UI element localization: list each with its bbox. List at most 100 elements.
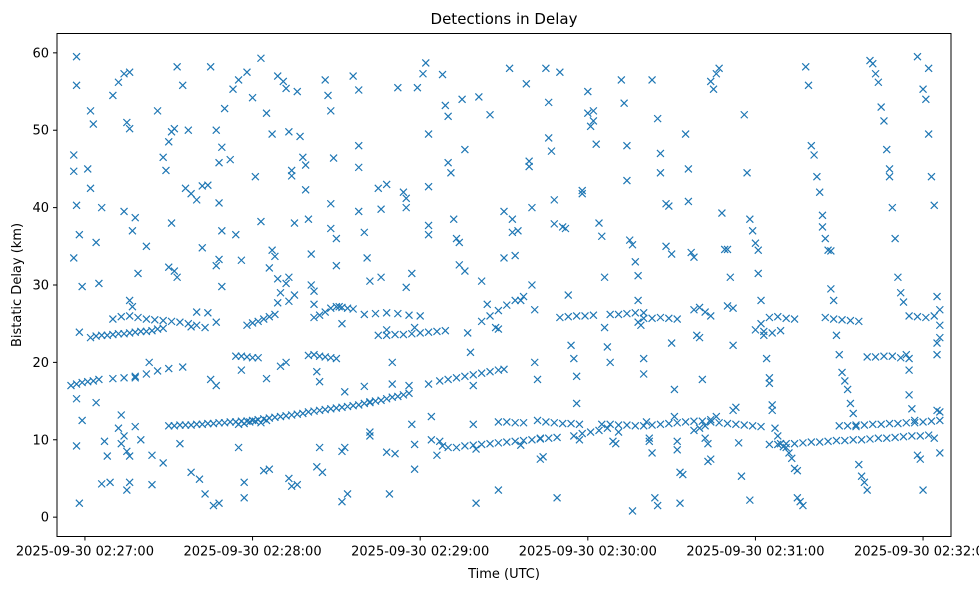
data-point (427, 435, 436, 444)
data-point (349, 72, 358, 80)
data-point (89, 120, 98, 128)
data-point (874, 434, 883, 443)
data-point (930, 312, 939, 320)
data-point (433, 451, 441, 460)
data-point (75, 499, 84, 508)
data-point (818, 211, 827, 220)
data-point (178, 81, 187, 90)
data-point (614, 421, 623, 429)
data-point (639, 370, 648, 378)
data-point (435, 377, 444, 385)
data-point (698, 375, 707, 384)
data-point (743, 168, 751, 177)
data-point (729, 304, 738, 313)
data-point (799, 438, 807, 447)
data-point (276, 288, 285, 297)
data-point (768, 329, 777, 337)
data-point (276, 362, 285, 371)
data-point (768, 406, 777, 415)
data-point (500, 365, 508, 374)
data-point (142, 242, 151, 251)
data-point (645, 434, 654, 443)
data-point (251, 417, 260, 426)
data-point (405, 381, 413, 390)
data-point (933, 292, 941, 301)
data-point (243, 321, 251, 330)
data-point (589, 117, 598, 125)
data-point (203, 308, 212, 317)
data-point (916, 455, 925, 464)
data-point (382, 180, 391, 189)
data-point (857, 472, 866, 481)
data-point (860, 478, 869, 487)
data-point (558, 419, 567, 428)
data-point (625, 236, 634, 245)
data-point (173, 273, 182, 282)
data-point (97, 331, 106, 340)
data-point (812, 172, 821, 181)
data-point (114, 329, 123, 338)
data-point (192, 195, 201, 204)
data-point (296, 132, 304, 141)
data-point (595, 426, 603, 435)
data-point (486, 312, 494, 320)
data-point (539, 452, 548, 461)
data-point (759, 331, 768, 340)
data-point (930, 434, 939, 443)
data-point (846, 316, 855, 325)
data-point (614, 428, 623, 436)
data-point (413, 83, 422, 92)
data-point (835, 421, 844, 430)
data-point (899, 298, 908, 306)
data-point (164, 137, 173, 146)
data-point (340, 387, 349, 396)
data-point (433, 327, 441, 336)
data-point (159, 153, 168, 162)
data-point (550, 195, 559, 204)
data-point (310, 313, 318, 322)
data-point (212, 126, 221, 135)
data-point (284, 297, 293, 306)
data-point (715, 418, 724, 427)
data-point (265, 264, 274, 272)
data-point (567, 419, 575, 428)
data-point (690, 305, 698, 314)
data-point (287, 482, 296, 491)
data-point (907, 404, 916, 413)
data-point (293, 87, 302, 96)
data-point (673, 445, 682, 454)
data-point (765, 313, 774, 322)
data-point (371, 309, 380, 318)
data-point (321, 76, 330, 84)
data-point (173, 62, 182, 71)
data-point (857, 435, 866, 444)
data-point (159, 324, 168, 333)
data-point (125, 68, 134, 77)
data-point (502, 418, 511, 426)
data-point (360, 310, 369, 319)
data-point (737, 472, 746, 481)
data-point (407, 269, 416, 278)
data-point (578, 189, 587, 198)
data-point (134, 313, 142, 322)
data-point (100, 437, 109, 446)
data-point (494, 486, 503, 494)
data-point (648, 421, 656, 429)
data-point (145, 358, 154, 367)
data-point (572, 399, 581, 408)
data-point (846, 399, 855, 408)
data-point (801, 62, 810, 71)
data-point (667, 339, 676, 347)
data-point (393, 309, 402, 318)
data-point (446, 168, 455, 177)
data-point (754, 269, 763, 278)
data-point (676, 499, 684, 508)
data-point (206, 375, 215, 384)
data-point (762, 354, 771, 363)
data-point (206, 62, 215, 71)
data-point (452, 373, 461, 382)
data-point (905, 366, 914, 375)
data-point (589, 311, 598, 320)
data-point (648, 314, 656, 323)
data-point (391, 330, 399, 339)
